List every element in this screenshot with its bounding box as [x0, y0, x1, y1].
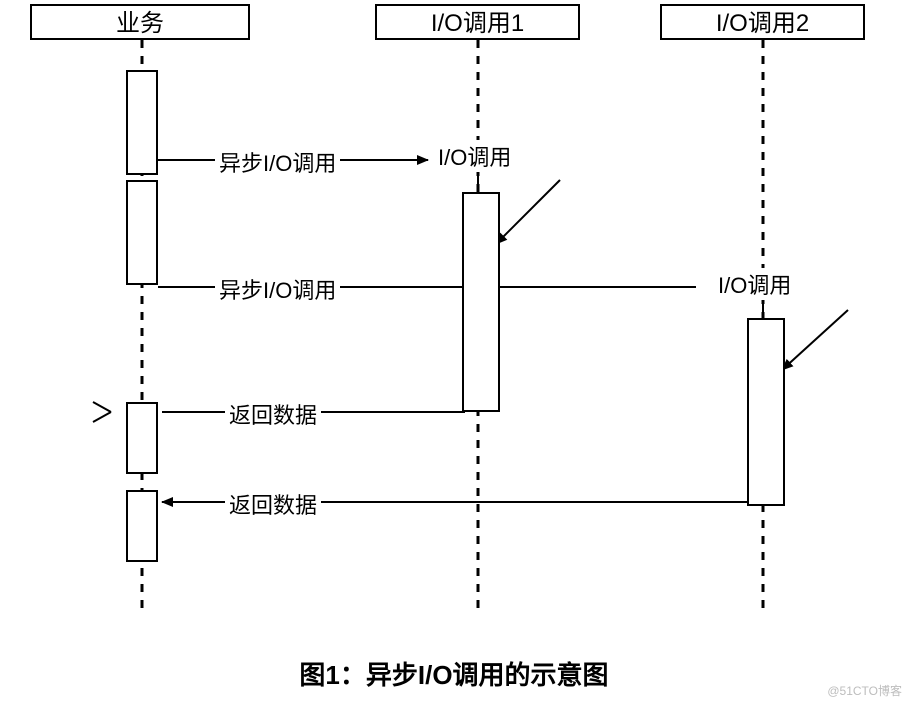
activation-business-3: [126, 402, 158, 474]
activation-io1: [462, 192, 500, 412]
activation-business-4: [126, 490, 158, 562]
message-label-async-2: 异步I/O调用: [215, 273, 340, 305]
message-label-return-2: 返回数据: [225, 488, 321, 520]
lifeline-header-business: 业务: [30, 4, 250, 40]
lifeline-header-io1: I/O调用1: [375, 4, 580, 40]
lifeline-label: 业务: [116, 10, 164, 37]
figure-caption: 图1：异步I/O调用的示意图: [0, 655, 908, 692]
activation-business-2: [126, 180, 158, 285]
activation-business-1: [126, 70, 158, 175]
message-label-return-1: 返回数据: [225, 398, 321, 430]
lifeline-header-io2: I/O调用2: [660, 4, 865, 40]
lifeline-label: I/O调用2: [716, 10, 809, 37]
io-call-label-1: I/O调用: [436, 140, 513, 172]
watermark: @51CTO博客: [827, 682, 902, 699]
io-call-label-2: I/O调用: [716, 268, 793, 300]
message-label-async-1: 异步I/O调用: [215, 146, 340, 178]
lifeline-label: I/O调用1: [431, 10, 524, 37]
activation-io2: [747, 318, 785, 506]
sequence-diagram: 业务 I/O调用1 I/O调用2 异步I/O调用 异步I/O调用 返回数据 返回…: [0, 0, 908, 705]
